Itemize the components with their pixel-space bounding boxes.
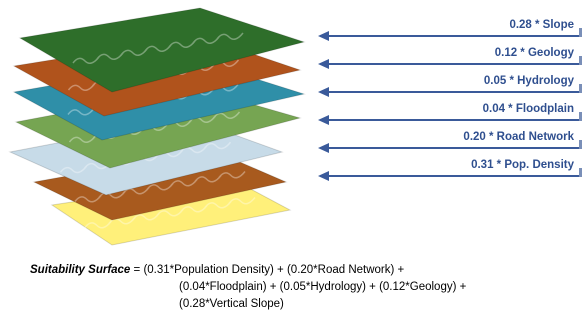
weight-label-floodplain: 0.04 * Floodplain: [482, 103, 574, 115]
arrow-head-icon: [318, 31, 329, 41]
arrow-shaft: [328, 35, 582, 37]
weight-label-hydrology: 0.05 * Hydrology: [483, 75, 574, 87]
weight-label-geology: 0.12 * Geology: [494, 47, 574, 59]
map-layer-slope: [18, 7, 306, 93]
arrow-head-icon: [318, 87, 329, 97]
weight-arrow-road-network: 0.20 * Road Network: [318, 130, 582, 153]
weight-arrow-geology: 0.12 * Geology: [318, 46, 582, 69]
weight-label-road-network: 0.20 * Road Network: [463, 131, 574, 143]
weight-label-pop-density: 0.31 * Pop. Density: [471, 159, 574, 171]
arrow-cap: [579, 140, 582, 149]
arrow-shaft: [328, 63, 582, 65]
layer-stack: [8, 7, 306, 246]
map-texture: [72, 32, 244, 64]
formula-line-1-text: = (0.31*Population Density) + (0.20*Road…: [130, 264, 405, 276]
formula-lead: Suitability Surface: [30, 264, 131, 276]
formula-line-1: Suitability Surface = (0.31*Population D…: [30, 262, 570, 279]
weight-label-slope: 0.28 * Slope: [509, 19, 574, 31]
map-texture: [84, 197, 256, 229]
arrow-shaft: [328, 175, 582, 177]
arrow-head-icon: [318, 59, 329, 69]
weight-arrow-pop-density: 0.31 * Pop. Density: [318, 158, 582, 181]
arrow-cap: [579, 84, 582, 93]
formula-line-3: (0.28*Vertical Slope): [179, 298, 284, 310]
arrow-cap: [579, 112, 582, 121]
arrow-head-icon: [318, 143, 329, 153]
weight-arrow-slope: 0.28 * Slope: [318, 18, 582, 41]
arrow-head-icon: [318, 171, 329, 181]
arrow-shaft: [328, 147, 582, 149]
weight-arrow-hydrology: 0.05 * Hydrology: [318, 74, 582, 97]
map-texture: [74, 171, 246, 203]
arrow-shaft: [328, 119, 582, 121]
suitability-formula: Suitability Surface = (0.31*Population D…: [30, 262, 570, 313]
arrow-head-icon: [318, 115, 329, 125]
arrow-cap: [579, 56, 582, 65]
arrow-shaft: [328, 91, 582, 93]
arrow-cap: [579, 168, 582, 177]
arrow-cap: [579, 28, 582, 37]
weight-arrow-floodplain: 0.04 * Floodplain: [318, 102, 582, 125]
formula-line-2: (0.04*Floodplain) + (0.05*Hydrology) + (…: [179, 281, 467, 293]
